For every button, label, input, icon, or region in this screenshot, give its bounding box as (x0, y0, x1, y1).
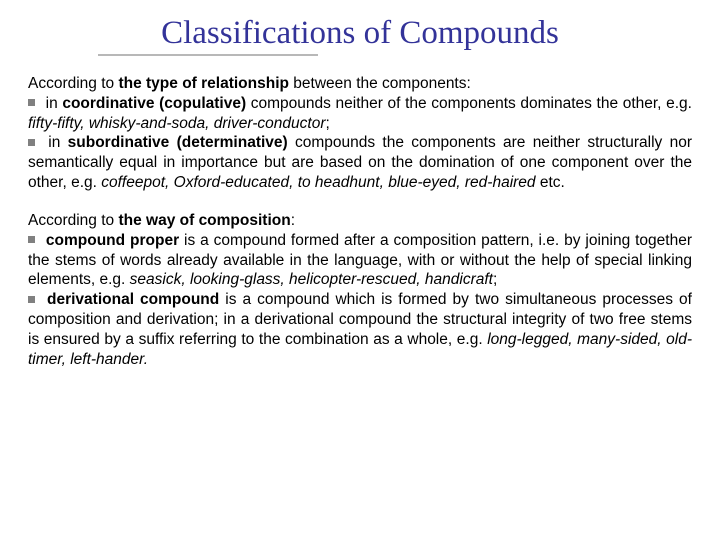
slide-container: Classifications of Compounds According t… (0, 0, 720, 408)
b2-suffix: etc. (536, 174, 565, 191)
section-composition: According to the way of composition: com… (28, 211, 692, 370)
intro2-suffix: : (291, 212, 295, 229)
c1-bold: compound proper (41, 232, 179, 249)
c1-italic: seasick, looking-glass, helicopter-rescu… (130, 271, 493, 288)
bullet-compound-proper: compound proper is a compound formed aft… (28, 231, 692, 290)
b2-prefix: in (41, 134, 68, 151)
accent-line (98, 54, 318, 56)
bullet-icon (28, 236, 35, 243)
c1-suffix: ; (493, 271, 497, 288)
intro-suffix: between the components: (289, 75, 471, 92)
b1-italic: fifty-fifty, whisky-and-soda, driver-con… (28, 115, 325, 132)
b2-italic: coffeepot, Oxford-educated, to headhunt,… (101, 174, 535, 191)
intro2-bold: the way of composition (118, 212, 290, 229)
bullet-coordinative: in coordinative (copulative) compounds n… (28, 94, 692, 134)
bullet-subordinative: in subordinative (determinative) compoun… (28, 133, 692, 192)
bullet-icon (28, 296, 35, 303)
intro-prefix: According to (28, 75, 118, 92)
b1-prefix: in (41, 95, 62, 112)
c2-bold: derivational compound (41, 291, 219, 308)
page-title: Classifications of Compounds (28, 15, 692, 52)
intro-bold: the type of relationship (118, 75, 289, 92)
section-relationship: According to the type of relationship be… (28, 74, 692, 193)
intro-line-1: According to the type of relationship be… (28, 74, 692, 94)
bullet-icon (28, 139, 35, 146)
intro-line-2: According to the way of composition: (28, 211, 692, 231)
intro2-prefix: According to (28, 212, 118, 229)
b1-suffix: ; (325, 115, 329, 132)
b1-mid: compounds neither of the components domi… (246, 95, 692, 112)
bullet-derivational: derivational compound is a compound whic… (28, 290, 692, 369)
b2-bold: subordinative (determinative) (68, 134, 288, 151)
bullet-icon (28, 99, 35, 106)
b1-bold: coordinative (copulative) (62, 95, 246, 112)
